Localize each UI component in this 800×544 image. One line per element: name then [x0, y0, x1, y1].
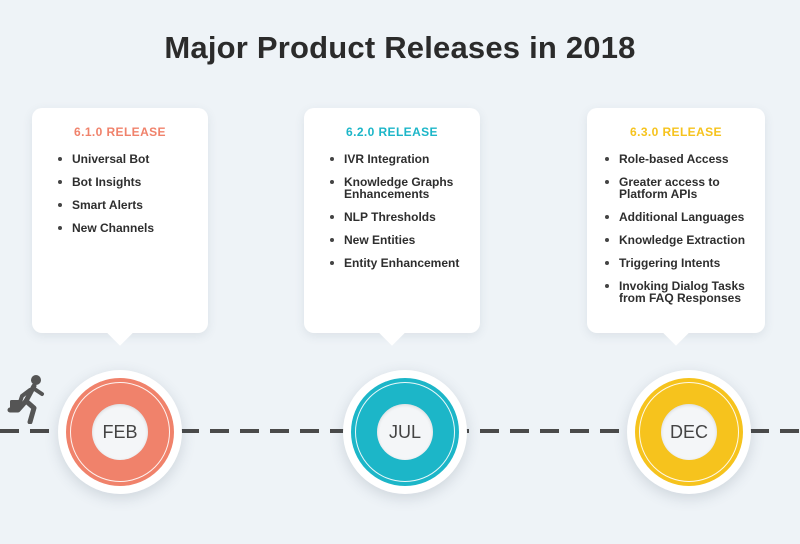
- release-heading: 6.2.0 RELEASE: [346, 125, 438, 139]
- month-marker-jul: JUL: [343, 370, 467, 494]
- list-item: Additional Languages: [605, 211, 757, 223]
- month-ring: [635, 378, 743, 486]
- month-marker-dec: DEC: [627, 370, 751, 494]
- list-item: Triggering Intents: [605, 257, 757, 269]
- month-marker-feb: FEB: [58, 370, 182, 494]
- list-item: Knowledge Graphs Enhancements: [330, 176, 472, 200]
- month-label: DEC: [661, 404, 717, 460]
- page-title: Major Product Releases in 2018: [164, 30, 636, 65]
- list-item: New Channels: [58, 222, 200, 234]
- release-heading: 6.3.0 RELEASE: [630, 125, 722, 139]
- release-card-jul: 6.2.0 RELEASE IVR Integration Knowledge …: [304, 108, 480, 346]
- list-item: Greater access to Platform APIs: [605, 176, 757, 200]
- list-item: Knowledge Extraction: [605, 234, 757, 246]
- list-item: Universal Bot: [58, 153, 200, 165]
- list-item: Bot Insights: [58, 176, 200, 188]
- release-heading: 6.1.0 RELEASE: [74, 125, 166, 139]
- release-card-feb: 6.1.0 RELEASE Universal Bot Bot Insights…: [32, 108, 208, 346]
- release-feature-list: Universal Bot Bot Insights Smart Alerts …: [32, 153, 208, 234]
- card-pointer: [663, 320, 689, 346]
- release-feature-list: Role-based Access Greater access to Plat…: [587, 153, 765, 304]
- card-pointer: [107, 320, 133, 346]
- list-item: IVR Integration: [330, 153, 472, 165]
- list-item: Role-based Access: [605, 153, 757, 165]
- list-item: Entity Enhancement: [330, 257, 472, 269]
- card-pointer: [379, 320, 405, 346]
- release-feature-list: IVR Integration Knowledge Graphs Enhance…: [304, 153, 480, 269]
- list-item: NLP Thresholds: [330, 211, 472, 223]
- month-label: FEB: [92, 404, 148, 460]
- list-item: Invoking Dialog Tasks from FAQ Responses: [605, 280, 757, 304]
- list-item: New Entities: [330, 234, 472, 246]
- release-card-dec: 6.3.0 RELEASE Role-based Access Greater …: [587, 108, 765, 346]
- month-label: JUL: [377, 404, 433, 460]
- list-item: Smart Alerts: [58, 199, 200, 211]
- running-person-icon: [7, 375, 44, 424]
